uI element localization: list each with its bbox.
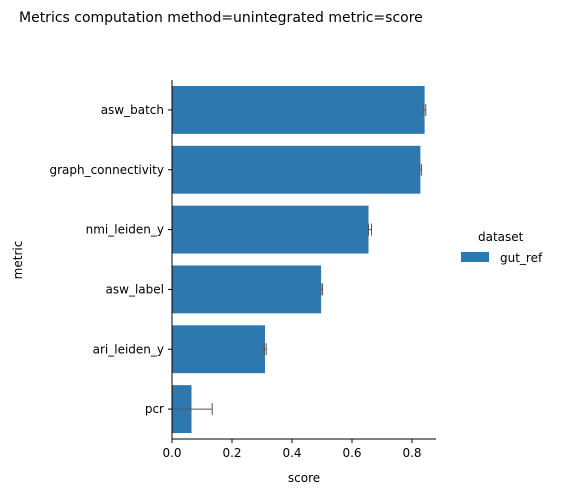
error-bar-asw-label — [320, 283, 324, 296]
y-tick-label-asw-batch: asw_batch — [101, 103, 164, 117]
y-tick-label-ari-leiden-y: ari_leiden_y — [93, 342, 164, 356]
error-bar-asw-batch — [423, 103, 427, 116]
x-axis: 0.0 0.2 0.4 0.6 0.8 — [162, 438, 436, 460]
chart-title: Metrics computation method=unintegrated … — [19, 10, 423, 26]
x-tick-label: 0.4 — [282, 446, 301, 460]
y-tick-label-asw-label: asw_label — [106, 282, 164, 296]
x-tick-label: 0.6 — [342, 446, 361, 460]
y-tick-label-graph-connectivity: graph_connectivity — [49, 163, 164, 177]
bars-layer — [172, 85, 425, 434]
legend-title: dataset — [478, 230, 524, 244]
bar-asw-label — [172, 265, 322, 314]
x-tick-label: 0.0 — [162, 446, 181, 460]
legend: dataset gut_ref — [461, 230, 543, 265]
y-axis: asw_batch graph_connectivity nmi_leiden_ya… — [49, 80, 173, 439]
error-bar-ari-leiden-y — [263, 343, 267, 356]
bar-nmi-leiden-y — [172, 205, 369, 254]
x-tick-label: 0.2 — [222, 446, 241, 460]
y-tick-label-nmi-leiden-y: nmi_leiden_y — [86, 223, 164, 237]
y-axis-label: metric — [11, 241, 25, 280]
legend-swatch — [461, 252, 489, 262]
error-bars-layer — [171, 103, 427, 416]
legend-label-gut-ref: gut_ref — [500, 251, 543, 265]
error-bar-graph-connectivity — [419, 163, 423, 176]
bar-asw-batch — [172, 85, 425, 134]
bar-ari-leiden-y — [172, 325, 265, 374]
error-bar-nmi-leiden-y — [368, 223, 372, 236]
x-axis-label: score — [288, 471, 320, 485]
x-tick-label: 0.8 — [402, 446, 421, 460]
y-tick-label-pcr: pcr — [145, 402, 164, 416]
bar-graph-connectivity — [172, 145, 421, 194]
